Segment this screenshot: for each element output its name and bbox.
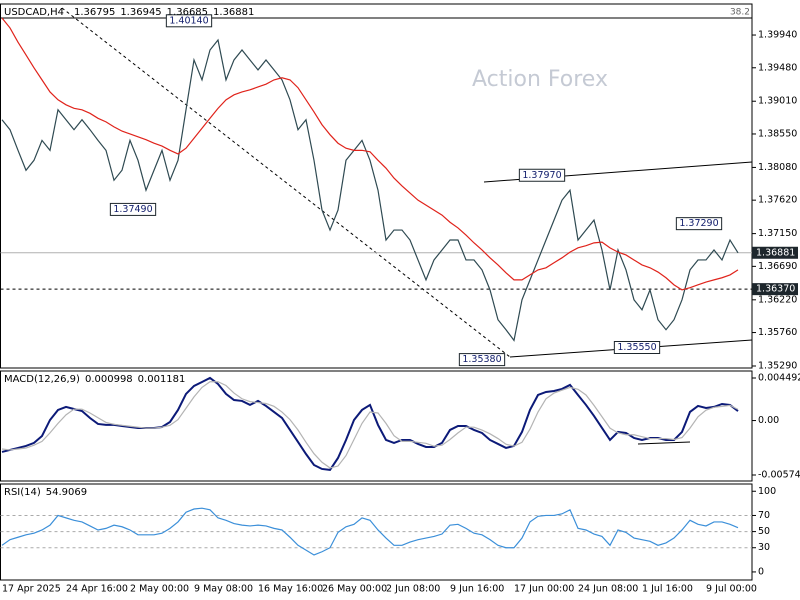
x-tick-label: 24 Jun 08:00 [578, 584, 638, 595]
ohlc-value: 1.36945 [120, 7, 161, 18]
annotation-label: 1.37290 [679, 218, 718, 229]
annotation-box [165, 14, 213, 28]
y-tick-label: 70 [758, 510, 770, 521]
annotation-box [458, 353, 506, 367]
y-tick-label: 1.39940 [758, 30, 797, 41]
x-tick-label: 2 Jun 08:00 [386, 584, 440, 595]
y-tick-label: -0.005748 [758, 470, 800, 481]
title-text: RSI(14) [4, 487, 41, 498]
series-line [1, 507, 739, 556]
y-tick-label: 30 [758, 542, 770, 553]
series-line [1, 381, 739, 469]
annotation-label: 1.35550 [617, 342, 656, 353]
y-tick-label: 1.39010 [758, 96, 797, 107]
y-tick-label: 0.00 [758, 415, 779, 426]
x-tick-label: 16 May 16:00 [258, 584, 323, 595]
y-tick-label: 1.38550 [758, 128, 797, 139]
x-tick-label: 26 May 00:00 [322, 584, 387, 595]
divergence-line [637, 441, 691, 445]
annotation-label: 1.37490 [113, 204, 152, 215]
annotation-label: 1.35380 [462, 354, 501, 365]
annotation-box [109, 202, 157, 216]
panel-title: MACD(12,26,9) 0.000998 0.001181 [4, 374, 185, 385]
annotation-box [518, 168, 566, 182]
y-tick-label: 1.39480 [758, 62, 797, 73]
x-tick-label: 2 May 00:00 [130, 584, 189, 595]
price-box [752, 246, 798, 259]
series-line [1, 17, 739, 291]
y-tick-label: 0.004492 [758, 373, 800, 384]
annotation-label: 1.40140 [169, 15, 208, 26]
x-tick-label: 9 May 08:00 [194, 584, 253, 595]
y-tick-label: 1.35760 [758, 327, 797, 338]
fib-label: 38.2 [730, 8, 750, 18]
series-line [1, 38, 739, 342]
y-tick-label: 50 [758, 526, 770, 537]
ohlc-value: 1.36685 [167, 7, 208, 18]
y-tick-label: 1.38080 [758, 162, 797, 173]
panel-title: USDCAD,H4 1.36795 1.36945 1.36685 1.36881 [4, 7, 254, 18]
current-price-label: 1.36881 [756, 247, 795, 258]
readout-value: 0.000998 [85, 374, 133, 385]
x-tick-label: 1 Jul 16:00 [642, 584, 693, 595]
series-line [1, 376, 739, 471]
ohlc-value: 1.36795 [74, 7, 115, 18]
level-label: 1.36370 [756, 284, 795, 295]
title-text: USDCAD,H4 [4, 7, 64, 18]
y-tick-label: 1.36220 [758, 294, 797, 305]
price-box [752, 283, 798, 296]
y-tick-label: 100 [758, 486, 776, 497]
x-tick-label: 9 Jun 16:00 [450, 584, 504, 595]
ohlc-value: 1.36881 [213, 7, 254, 18]
y-tick-label: 1.37620 [758, 195, 797, 206]
y-tick-label: 1.37150 [758, 228, 797, 239]
y-tick-label: 1.36690 [758, 261, 797, 272]
annotation-box [675, 217, 723, 231]
trend-line [61, 7, 511, 358]
x-tick-label: 9 Jul 00:00 [706, 584, 757, 595]
y-tick-label: 1.35290 [758, 361, 797, 372]
x-tick-label: 24 Apr 16:00 [66, 584, 128, 595]
readout-value: 54.9069 [46, 487, 87, 498]
annotation-box [613, 341, 661, 355]
title-text: MACD(12,26,9) [4, 374, 80, 385]
panel-title: RSI(14) 54.9069 [4, 487, 87, 498]
readout-value: 0.001181 [138, 374, 186, 385]
panel-frame [0, 370, 753, 482]
panel-frame [0, 3, 753, 369]
annotation-label: 1.37970 [522, 170, 561, 181]
x-tick-label: 17 Jun 00:00 [514, 584, 574, 595]
x-tick-label: 17 Apr 2025 [2, 584, 61, 595]
y-tick-label: 0 [758, 566, 764, 577]
watermark: Action Forex [472, 67, 608, 92]
